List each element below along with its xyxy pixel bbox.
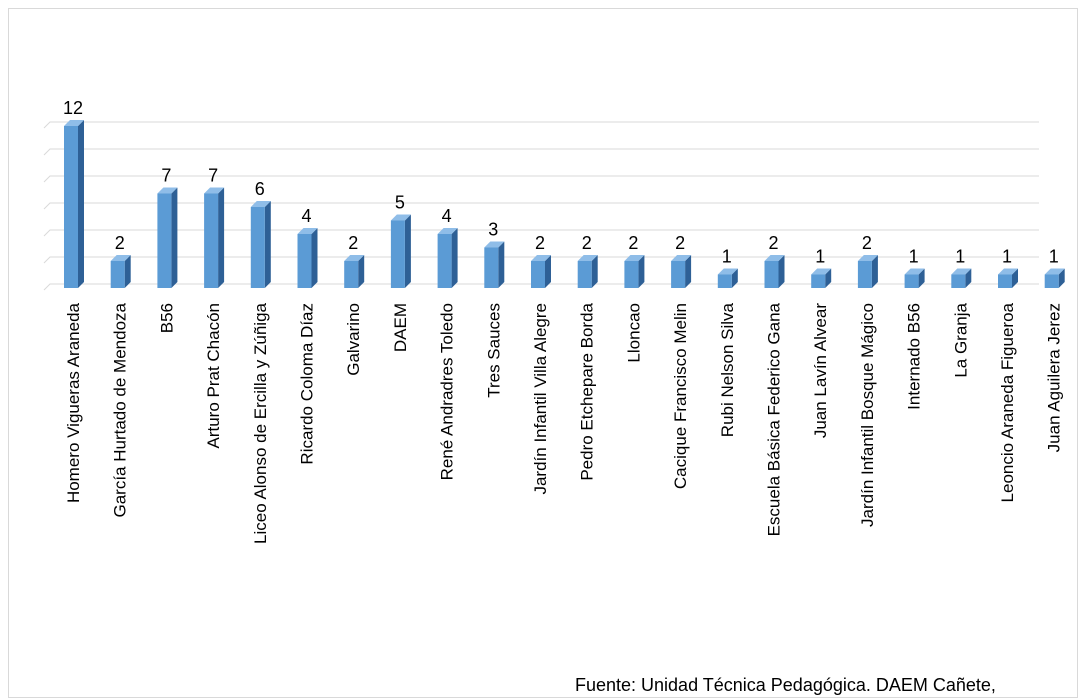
bar: [390, 214, 411, 288]
gridline: [43, 283, 1039, 291]
bar: [437, 228, 458, 288]
x-tick-label: Internado B56: [905, 303, 924, 410]
data-label: 2: [675, 233, 685, 253]
x-tick-label: Ricardo Coloma Díaz: [298, 303, 317, 465]
x-tick-label: La Granja: [951, 302, 970, 377]
x-tick-label: DAEM: [391, 303, 410, 352]
bar: [624, 255, 645, 288]
x-tick-label: Cacique Francisco Melin: [671, 303, 690, 489]
x-tick-label: Escuela Básica Federico Gana: [765, 302, 784, 536]
data-label: 2: [582, 233, 592, 253]
x-tick-label: René Andradres Toledo: [438, 303, 457, 480]
x-tick-labels: Homero Vigueras Araneda García Hurtado de…: [64, 302, 1064, 544]
gridline: [43, 121, 1039, 129]
x-tick-label: Arturo Prat Chacón: [204, 303, 223, 449]
x-tick-label: Liceo Alonso de Ercilla y Zúñiga: [251, 302, 270, 544]
bar: [577, 255, 598, 288]
x-tick-label: Leoncio Araneda Figueroa: [998, 302, 1017, 502]
x-tick-label: Jardín Infantil Bosque Mágico: [858, 303, 877, 527]
source-note: Fuente: Unidad Técnica Pedagógica. DAEM …: [575, 675, 996, 695]
gridline: [43, 229, 1039, 237]
bar: [484, 241, 505, 288]
bar: [344, 255, 365, 288]
data-label: 7: [208, 166, 218, 186]
data-label: 1: [722, 247, 732, 267]
bar: [671, 255, 692, 288]
bar: [811, 268, 832, 288]
data-label: 12: [63, 98, 83, 118]
bar: [904, 268, 925, 288]
data-label: 3: [488, 220, 498, 240]
bar: [110, 255, 131, 288]
bar: [951, 268, 972, 288]
gridline: [43, 256, 1039, 264]
data-label: 1: [955, 247, 965, 267]
data-label: 2: [628, 233, 638, 253]
data-label: 1: [1002, 247, 1012, 267]
data-label: 1: [909, 247, 919, 267]
bars: [64, 120, 1065, 288]
x-tick-label: Pedro Etchepare Borda: [578, 302, 597, 480]
bar: [250, 201, 271, 288]
x-tick-label: Tres Sauces: [484, 303, 503, 398]
bar: [157, 187, 178, 288]
data-label: 2: [862, 233, 872, 253]
gridline: [43, 202, 1039, 210]
x-tick-label: Lloncao: [624, 303, 643, 363]
x-tick-label: Galvarino: [344, 303, 363, 376]
bar: [764, 255, 785, 288]
data-label: 7: [161, 166, 171, 186]
gridline: [43, 175, 1039, 183]
bar: [1044, 268, 1065, 288]
x-tick-label: Juan Lavín Alvear: [811, 303, 830, 438]
bar: [204, 187, 225, 288]
bar: [64, 120, 84, 288]
data-label: 4: [442, 206, 452, 226]
data-label: 1: [815, 247, 825, 267]
data-label: 4: [301, 206, 311, 226]
x-tick-label: Juan Aguilera Jerez: [1045, 303, 1064, 452]
x-tick-label: Jardín Infantil Villa Alegre: [531, 303, 550, 495]
data-label: 2: [115, 233, 125, 253]
chart-frame: 12 2 7 7 6 4 2 5 4 3 2 2 2 2 1 2 1 2 1 1 1 1 Homero Vigueras …: [8, 8, 1078, 698]
bar: [297, 228, 318, 288]
bar: [531, 255, 551, 288]
x-tick-label: Rubi Nelson Silva: [718, 302, 737, 437]
data-label: 1: [1049, 247, 1059, 267]
bar: [717, 268, 738, 288]
x-tick-label: B56: [157, 303, 176, 333]
x-tick-label: García Hurtado de Mendoza: [111, 302, 130, 517]
data-label: 5: [395, 193, 405, 213]
data-label: 6: [255, 179, 265, 199]
gridline: [43, 148, 1039, 156]
gridlines: [43, 121, 1039, 291]
bar: [857, 255, 878, 288]
data-label: 2: [348, 233, 358, 253]
bar: [998, 268, 1018, 288]
data-label: 2: [768, 233, 778, 253]
x-tick-label: Homero Vigueras Araneda: [64, 302, 83, 503]
data-label: 2: [535, 233, 545, 253]
